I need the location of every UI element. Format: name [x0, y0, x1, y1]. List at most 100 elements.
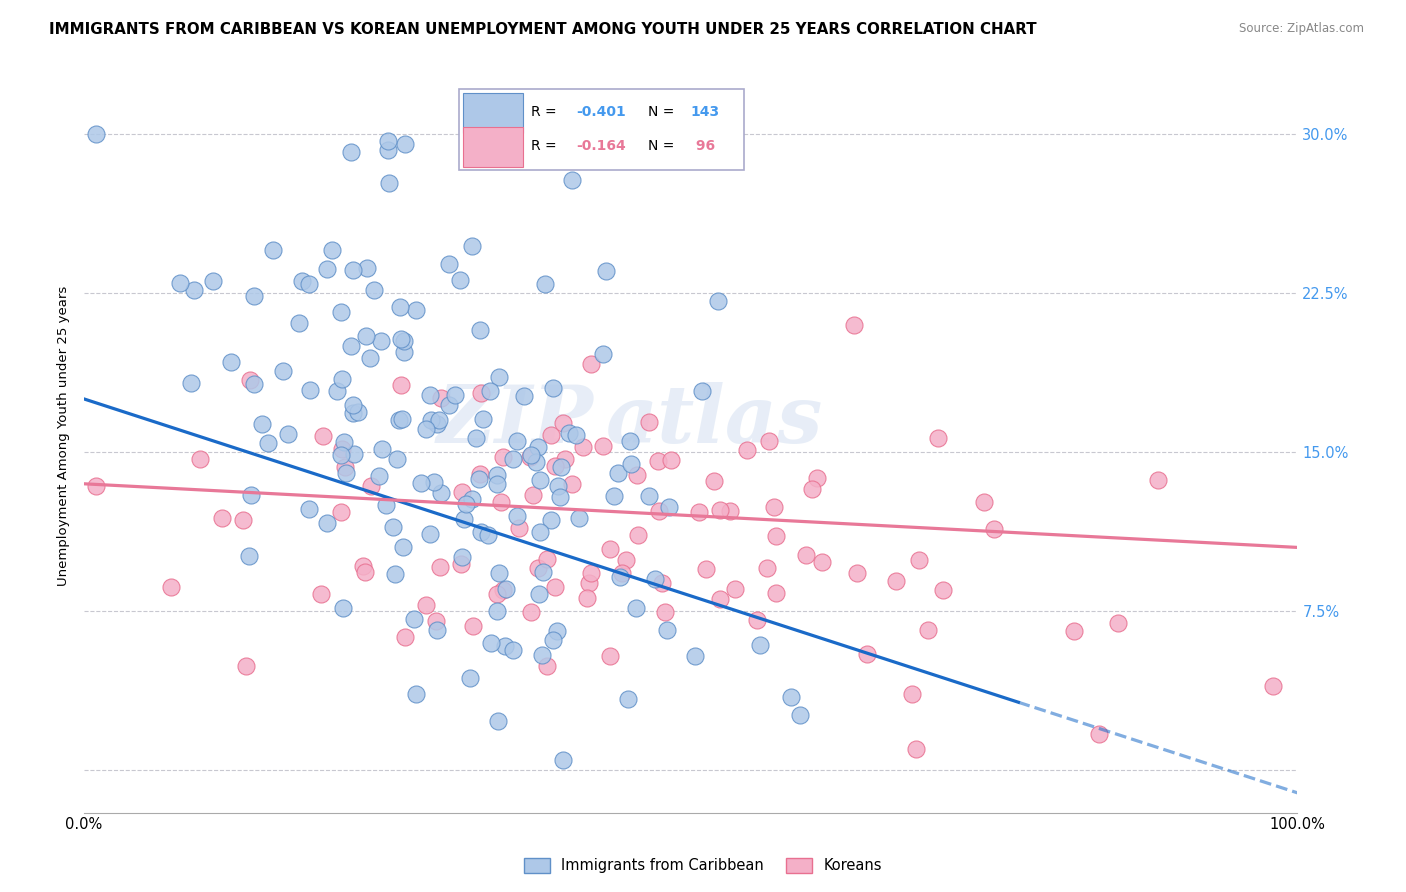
Point: [536, 552, 558, 566]
Point: [468, 323, 491, 337]
Point: [765, 586, 787, 600]
Point: [614, 553, 637, 567]
Point: [405, 688, 427, 702]
Point: [724, 582, 747, 596]
Point: [553, 416, 575, 430]
Point: [488, 370, 510, 384]
Point: [931, 582, 953, 597]
Point: [330, 449, 353, 463]
Point: [389, 332, 412, 346]
Point: [332, 601, 354, 615]
Point: [371, 442, 394, 456]
Point: [592, 347, 614, 361]
Point: [243, 288, 266, 302]
Point: [297, 502, 319, 516]
Point: [654, 605, 676, 619]
Point: [638, 489, 661, 503]
Point: [392, 334, 415, 348]
Point: [430, 486, 453, 500]
Point: [392, 345, 415, 359]
Point: [458, 671, 481, 685]
Point: [465, 431, 488, 445]
Point: [718, 504, 741, 518]
Point: [360, 478, 382, 492]
Point: [657, 623, 679, 637]
Point: [485, 604, 508, 618]
Point: [546, 624, 568, 638]
Point: [381, 520, 404, 534]
Text: N =: N =: [648, 105, 675, 120]
Point: [789, 708, 811, 723]
Point: [335, 467, 357, 481]
Point: [451, 550, 474, 565]
Point: [491, 495, 513, 509]
Point: [468, 472, 491, 486]
Point: [536, 658, 558, 673]
Point: [367, 468, 389, 483]
FancyBboxPatch shape: [463, 128, 523, 167]
Point: [277, 426, 299, 441]
Point: [470, 524, 492, 539]
Point: [554, 451, 576, 466]
Point: [377, 134, 399, 148]
Point: [243, 376, 266, 391]
Point: [437, 398, 460, 412]
Point: [271, 364, 294, 378]
Point: [291, 274, 314, 288]
Point: [627, 528, 650, 542]
FancyBboxPatch shape: [463, 94, 523, 133]
Point: [342, 263, 364, 277]
Point: [561, 477, 583, 491]
Point: [620, 457, 643, 471]
Point: [299, 383, 322, 397]
Point: [486, 587, 509, 601]
Point: [340, 145, 363, 159]
Point: [690, 384, 713, 398]
Point: [461, 491, 484, 506]
Point: [470, 467, 492, 482]
Point: [800, 482, 823, 496]
Point: [709, 591, 731, 606]
Point: [599, 542, 621, 557]
Point: [607, 467, 630, 481]
Point: [316, 516, 339, 530]
Point: [502, 642, 524, 657]
Point: [529, 587, 551, 601]
Point: [540, 428, 562, 442]
Point: [651, 575, 673, 590]
Point: [522, 487, 544, 501]
Point: [463, 619, 485, 633]
Point: [644, 573, 666, 587]
Point: [180, 376, 202, 391]
Point: [901, 687, 924, 701]
Point: [389, 377, 412, 392]
Point: [543, 632, 565, 647]
Point: [426, 417, 449, 431]
Point: [756, 560, 779, 574]
Point: [330, 505, 353, 519]
Point: [508, 521, 530, 535]
Point: [391, 411, 413, 425]
Point: [531, 565, 554, 579]
Point: [352, 558, 374, 573]
Point: [343, 448, 366, 462]
Point: [1063, 624, 1085, 639]
Point: [472, 412, 495, 426]
Point: [330, 305, 353, 319]
Point: [232, 513, 254, 527]
Point: [485, 468, 508, 483]
Point: [479, 635, 502, 649]
Legend: Immigrants from Caribbean, Koreans: Immigrants from Caribbean, Koreans: [516, 850, 890, 880]
Point: [219, 355, 242, 369]
Point: [495, 582, 517, 596]
Point: [394, 631, 416, 645]
Text: Source: ZipAtlas.com: Source: ZipAtlas.com: [1239, 22, 1364, 36]
Point: [330, 372, 353, 386]
Point: [547, 479, 569, 493]
Point: [84, 127, 107, 141]
Point: [159, 580, 181, 594]
Point: [415, 422, 437, 436]
Point: [430, 391, 453, 405]
Point: [235, 659, 257, 673]
Point: [84, 479, 107, 493]
